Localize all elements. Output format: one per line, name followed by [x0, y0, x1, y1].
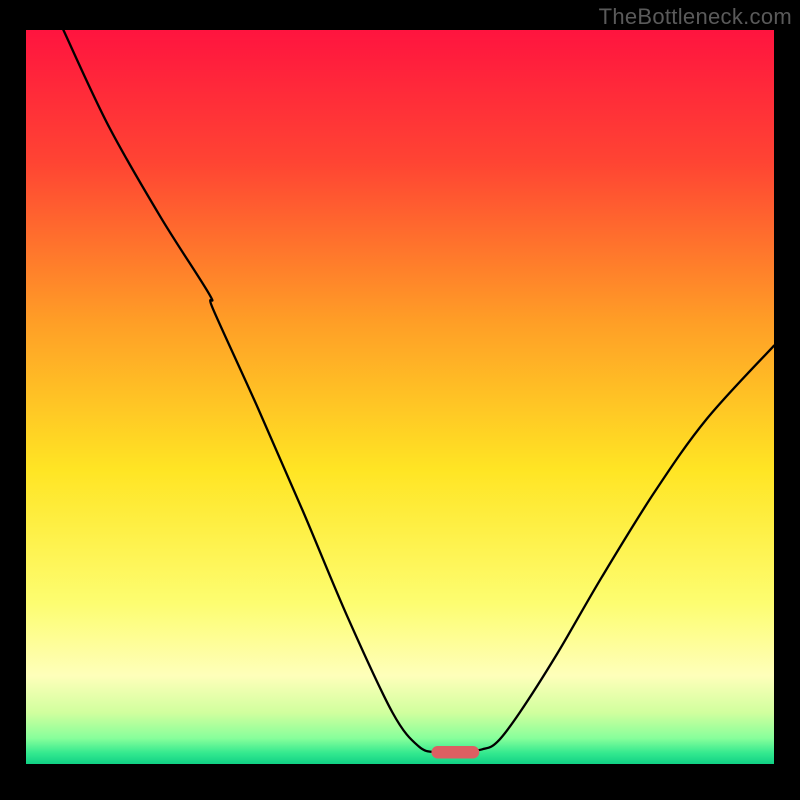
- optimum-marker: [431, 746, 479, 758]
- bottleneck-chart-svg: [26, 30, 774, 764]
- chart-plot-area: [26, 30, 774, 764]
- watermark-text: TheBottleneck.com: [599, 4, 792, 30]
- chart-gradient-background: [26, 30, 774, 764]
